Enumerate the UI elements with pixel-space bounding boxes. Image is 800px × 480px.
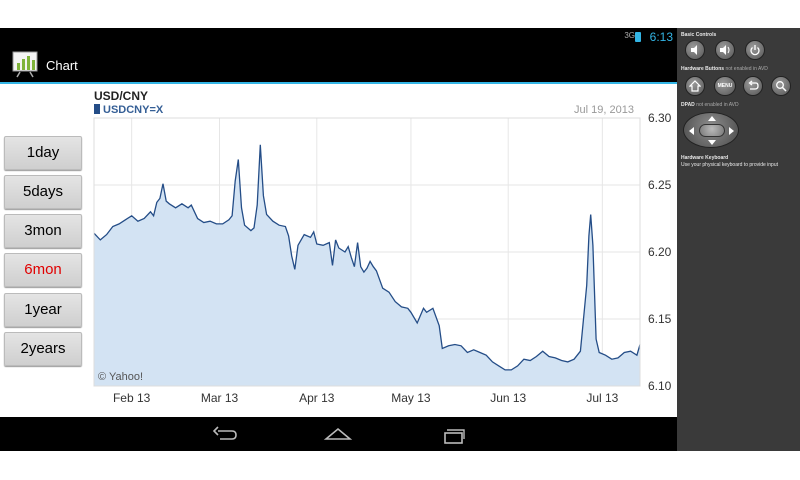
chart-legend: USDCNY=X (94, 104, 163, 116)
navigation-bar (0, 417, 677, 451)
chart-canvas: 6.30 6.25 6.20 6.15 6.10 Feb 13 Mar 13 Apr 13 M… (93, 111, 672, 405)
dpad-left-icon[interactable] (689, 127, 694, 135)
chart-title: USD/CNY (94, 89, 149, 103)
plot-frame (93, 117, 641, 387)
dpad-center-button[interactable] (699, 124, 725, 137)
search-icon (776, 81, 787, 92)
x-tick-label: Apr 13 (299, 391, 335, 405)
menu-key[interactable]: MENU (714, 76, 736, 96)
status-bar: 3G 6:13 (0, 28, 677, 46)
signal-label: 3G (624, 31, 635, 40)
undo-arrow-icon (748, 80, 759, 90)
app-title: Chart (46, 58, 78, 73)
volume-down-icon (691, 45, 697, 55)
basic-controls-label: Basic Controls (681, 32, 717, 38)
hardware-keyboard-label: Hardware Keyboard (681, 155, 729, 161)
x-tick-label: Jun 13 (490, 391, 526, 405)
emulator-controls-panel: Basic Controls Hardware Buttons not enab… (677, 28, 800, 451)
hardware-buttons-label: Hardware Buttons not enabled in AVD (681, 66, 768, 72)
dpad-right-icon[interactable] (729, 127, 734, 135)
y-axis-ticks: 6.30 6.25 6.20 6.15 6.10 (648, 111, 672, 393)
range-button-5days[interactable]: 5days (4, 175, 82, 209)
range-button-6mon[interactable]: 6mon (4, 253, 82, 287)
x-tick-label: Jul 13 (586, 391, 618, 405)
back-key[interactable] (743, 76, 763, 96)
dpad (683, 112, 739, 148)
x-axis-ticks: Feb 13 Mar 13 Apr 13 May 13 Jun 13 Jul 13 (113, 391, 619, 405)
chart-date: Jul 19, 2013 (574, 104, 634, 116)
back-icon[interactable] (210, 425, 240, 445)
bar-chart-icon[interactable] (12, 50, 38, 78)
keyboard-note: Use your physical keyboard to provide in… (681, 162, 778, 168)
y-tick-label: 6.15 (648, 312, 672, 326)
y-tick-label: 6.30 (648, 111, 672, 125)
search-key[interactable] (771, 76, 791, 96)
legend-swatch (94, 104, 100, 114)
x-tick-label: May 13 (391, 391, 431, 405)
series-line (93, 144, 641, 371)
volume-down-button[interactable] (685, 40, 705, 60)
range-button-2years[interactable]: 2years (4, 332, 82, 366)
range-button-1year[interactable]: 1year (4, 293, 82, 327)
action-bar: Chart (0, 46, 677, 84)
chart: 6.30 6.25 6.20 6.15 6.10 Feb 13 Mar 13 Apr 13 M… (90, 88, 677, 410)
home-icon[interactable] (323, 425, 353, 445)
y-tick-label: 6.10 (648, 379, 672, 393)
dpad-label: DPAD not enabled in AVD (681, 102, 739, 108)
dpad-down-icon[interactable] (708, 140, 716, 145)
battery-icon (635, 32, 641, 42)
x-tick-label: Feb 13 (113, 391, 151, 405)
range-button-1day[interactable]: 1day (4, 136, 82, 170)
home-key[interactable] (685, 76, 705, 96)
series-area (94, 144, 640, 386)
volume-up-button[interactable] (715, 40, 735, 60)
legend-label: USDCNY=X (103, 104, 164, 116)
recent-apps-icon[interactable] (438, 425, 468, 445)
power-button[interactable] (745, 40, 765, 60)
power-icon (750, 45, 760, 56)
y-tick-label: 6.25 (648, 178, 672, 192)
y-tick-label: 6.20 (648, 245, 672, 259)
dpad-up-icon[interactable] (708, 116, 716, 121)
clock: 6:13 (649, 30, 673, 44)
house-icon (689, 80, 701, 92)
x-tick-label: Mar 13 (201, 391, 239, 405)
volume-up-icon (720, 45, 730, 55)
range-button-3mon[interactable]: 3mon (4, 214, 82, 248)
watermark: © Yahoo! (98, 371, 143, 383)
